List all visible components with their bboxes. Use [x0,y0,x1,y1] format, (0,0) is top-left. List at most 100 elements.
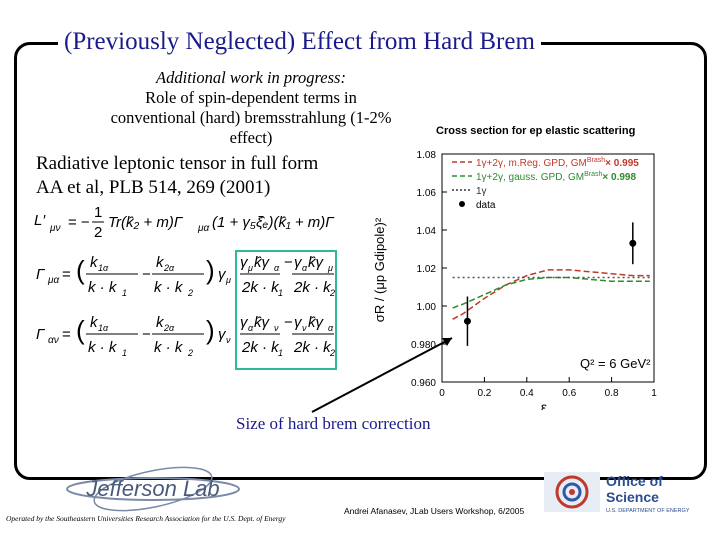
y-tick-label: 1.04 [417,226,437,237]
svg-text:γ: γ [294,314,303,331]
y-tick-label: 1.08 [417,150,437,161]
svg-text:μα: μα [197,223,209,234]
svg-text:2: 2 [329,288,335,298]
svg-text:μα: μα [47,275,59,286]
svg-text:−: − [142,326,151,343]
svg-text:k̂γ: k̂γ [254,314,271,331]
work-in-progress-note: Additional work in progress: Role of spi… [92,68,410,148]
data-point [629,239,637,247]
svg-text:Γ: Γ [36,326,46,343]
svg-text:= −: = − [68,214,90,231]
svg-text:αν: αν [48,335,59,346]
svg-text:2: 2 [187,288,193,298]
svg-text:L′: L′ [34,212,46,229]
y-tick-label: 1.06 [417,188,437,199]
svg-text:1α: 1α [98,323,109,333]
svg-text:k: k [90,254,99,271]
note-line-4: effect) [229,128,273,147]
svg-text:2: 2 [329,348,335,358]
svg-text:−: − [142,266,151,283]
footer-operated-by: Operated by the Southeastern Universitie… [6,514,286,523]
svg-text:−: − [284,254,293,271]
legend-label-0: 1γ+2γ, m.Reg. GPD, GMBrash× 0.995 [476,157,639,169]
x-tick-label: 0.8 [605,388,619,399]
svg-text:k: k [156,314,165,331]
svg-text:μ: μ [327,263,333,273]
doe-line-1: Office of [606,473,663,489]
svg-text:): ) [206,255,215,285]
x-tick-label: 0.4 [520,388,534,399]
svg-text:k · k: k · k [88,339,118,356]
svg-text:2k · k: 2k · k [293,339,332,356]
svg-text:Γ: Γ [36,266,46,283]
office-of-science-logo: Office of Science U.S. DEPARTMENT OF ENE… [544,472,690,514]
plot-area [441,153,655,383]
x-tick-label: 0.2 [477,388,491,399]
svg-text:2k · k: 2k · k [241,339,280,356]
chart-y-label: σR / (μp Gdipole)² [372,217,387,322]
svg-text:k · k: k · k [154,339,184,356]
svg-text:k: k [156,254,165,271]
chart-annotation: Q² = 6 GeV² [580,356,651,371]
x-tick-label: 1 [651,388,657,399]
svg-text:=: = [62,326,71,343]
svg-text:μ: μ [247,263,253,273]
svg-text:k · k: k · k [154,279,184,296]
footer-author: Andrei Afanasev, JLab Users Workshop, 6/… [344,506,525,516]
svg-text:k̂γ: k̂γ [308,314,325,331]
svg-text:ν: ν [226,335,231,345]
svg-text:(: ( [76,315,85,345]
svg-text:2: 2 [187,348,193,358]
note-line-2: Role of spin-dependent terms in [145,88,357,107]
svg-text:γ: γ [240,254,249,271]
radiative-line-2: AA et al, PLB 514, 269 (2001) [36,177,271,198]
legend-marker [459,201,465,207]
y-tick-label: 1.00 [417,302,437,313]
svg-text:): ) [206,315,215,345]
svg-text:2k · k: 2k · k [241,279,280,296]
svg-text:α: α [274,263,280,273]
svg-text:μν: μν [49,223,60,234]
svg-text:α: α [248,323,254,333]
svg-text:1α: 1α [98,263,109,273]
legend-label-3: data [476,200,496,211]
chart-x-label: ε [541,399,547,410]
y-tick-label: 0.960 [411,378,436,389]
y-tick-label: 1.02 [417,264,437,275]
y-tick-label: 0.980 [411,340,436,351]
radiative-tensor-text: Radiative leptonic tensor in full form A… [36,152,318,200]
svg-text:k: k [90,314,99,331]
radiative-line-1: Radiative leptonic tensor in full form [36,153,319,174]
svg-text:μ: μ [225,275,231,285]
legend-label-2: 1γ [476,186,487,197]
svg-text:α: α [328,323,334,333]
note-line-3: conventional (hard) bremsstrahlung (1-2% [110,108,392,127]
data-point [463,317,471,325]
svg-text:γ: γ [294,254,303,271]
svg-text:γ: γ [218,266,227,283]
svg-text:1: 1 [122,348,127,358]
cross-section-chart: Cross section for ep elastic scattering … [372,125,657,410]
series-line-1 [452,276,650,309]
svg-text:ν: ν [302,323,307,333]
doe-line-3: U.S. DEPARTMENT OF ENERGY [606,508,690,514]
svg-text:γ: γ [218,326,227,343]
hard-brem-label: Size of hard brem correction [236,414,431,433]
svg-text:γ: γ [240,314,249,331]
svg-text:k̂γ: k̂γ [308,254,325,271]
leptonic-tensor-equations: L′ μν = − 1 2 Tr(k̂₂ + m)Γ μα (1 + γ₅ξ̂ₑ)(… [34,204,337,370]
svg-text:2α: 2α [163,263,175,273]
svg-text:2α: 2α [163,323,175,333]
series-line-0 [452,269,650,320]
slide-title: (Previously Neglected) Effect from Hard … [58,28,541,56]
svg-text:Tr(k̂₂ + m)Γ: Tr(k̂₂ + m)Γ [108,214,184,231]
legend-label-1: 1γ+2γ, gauss. GPD, GMBrash× 0.998 [476,171,636,183]
svg-text:α: α [302,263,308,273]
jefferson-lab-logo: Jefferson Lab [66,466,240,512]
svg-text:(: ( [76,255,85,285]
svg-text:2: 2 [94,224,102,241]
svg-text:1: 1 [278,348,283,358]
note-line-1: Additional work in progress: [156,68,346,87]
doe-line-2: Science [606,489,659,505]
svg-text:1: 1 [278,288,283,298]
